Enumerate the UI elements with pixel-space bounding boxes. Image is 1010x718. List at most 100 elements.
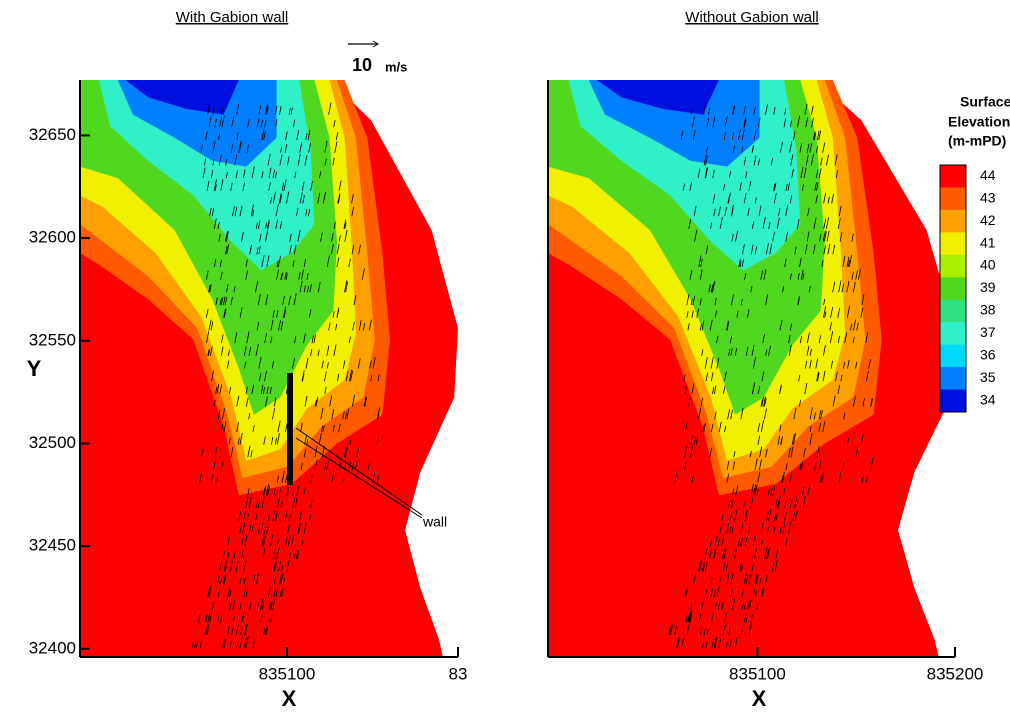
velocity-vector	[798, 399, 802, 407]
velocity-vector	[350, 370, 354, 382]
velocity-vector	[279, 221, 283, 229]
velocity-vector	[295, 550, 299, 559]
velocity-vector	[734, 348, 738, 356]
velocity-vector	[276, 269, 279, 280]
velocity-vector	[750, 244, 754, 255]
velocity-vector	[257, 499, 261, 509]
velocity-vector	[830, 307, 834, 318]
velocity-vector	[239, 205, 243, 217]
velocity-vector	[206, 331, 210, 344]
velocity-vector	[726, 473, 730, 483]
velocity-vector	[754, 197, 757, 204]
velocity-vector	[273, 397, 277, 407]
velocity-vector	[351, 462, 355, 471]
velocity-vector	[200, 144, 203, 153]
velocity-vector	[344, 446, 348, 458]
velocity-vector	[826, 154, 829, 166]
velocity-vector	[213, 258, 217, 268]
velocity-vector	[301, 269, 304, 280]
velocity-vector	[732, 145, 735, 153]
velocity-vector	[314, 445, 318, 458]
velocity-vector	[274, 561, 277, 572]
velocity-vector	[247, 445, 251, 458]
vector-scale-unit: m/s	[385, 59, 407, 74]
velocity-vector	[743, 193, 747, 204]
velocity-vector	[270, 196, 273, 204]
velocity-vector	[754, 484, 758, 496]
velocity-vector	[284, 509, 289, 521]
velocity-vector	[220, 346, 224, 356]
velocity-vector	[698, 255, 702, 268]
velocity-vector	[773, 526, 776, 534]
velocity-vector	[310, 475, 313, 483]
velocity-vector	[723, 183, 726, 191]
velocity-vector	[701, 561, 705, 572]
velocity-vector	[243, 510, 246, 521]
velocity-vector	[764, 547, 768, 559]
velocity-vector	[799, 143, 803, 153]
velocity-vector	[246, 513, 249, 521]
velocity-vector	[356, 447, 359, 458]
velocity-vector	[213, 399, 216, 407]
velocity-vector	[321, 425, 324, 433]
velocity-vector	[761, 371, 765, 382]
velocity-vector	[239, 602, 242, 610]
velocity-vector	[223, 308, 227, 318]
colorbar-swatch	[940, 232, 966, 256]
velocity-vector	[221, 115, 225, 128]
velocity-vector	[712, 194, 716, 204]
velocity-vector	[731, 524, 734, 534]
colorbar-swatch	[940, 299, 966, 323]
velocity-vector	[275, 513, 278, 521]
velocity-vector	[274, 105, 278, 115]
velocity-vector	[842, 361, 846, 369]
velocity-vector	[305, 357, 309, 369]
velocity-vector	[345, 370, 349, 382]
velocity-vector	[706, 117, 710, 128]
velocity-vector	[293, 244, 297, 255]
velocity-vector	[816, 130, 820, 141]
velocity-vector	[700, 258, 703, 268]
velocity-vector	[769, 244, 773, 255]
velocity-vector	[724, 206, 727, 217]
velocity-vector	[281, 182, 285, 191]
velocity-vector	[255, 343, 259, 356]
x-tick-label: 83	[449, 664, 468, 683]
velocity-vector	[740, 537, 743, 547]
velocity-vector	[222, 296, 226, 306]
velocity-vector	[367, 461, 371, 471]
velocity-vector	[351, 207, 355, 217]
velocity-vector	[258, 356, 262, 369]
velocity-vector	[235, 170, 238, 179]
velocity-vector	[850, 323, 853, 331]
velocity-vector	[847, 260, 850, 268]
velocity-vector	[732, 106, 736, 115]
velocity-vector	[704, 547, 708, 559]
velocity-vector	[815, 358, 819, 369]
velocity-vector	[731, 208, 734, 217]
velocity-vector	[339, 459, 342, 471]
velocity-vector	[757, 385, 761, 394]
velocity-vector	[295, 207, 299, 217]
velocity-vector	[267, 511, 271, 521]
velocity-vector	[809, 433, 813, 445]
x-axis-label: X	[752, 686, 767, 711]
velocity-vector	[292, 497, 296, 509]
velocity-vector	[227, 586, 231, 598]
velocity-vector	[272, 551, 275, 559]
velocity-vector	[723, 548, 727, 559]
velocity-vector	[747, 599, 751, 610]
velocity-vector	[376, 475, 380, 483]
velocity-vector	[263, 486, 267, 496]
velocity-vector	[806, 231, 810, 242]
velocity-vector	[668, 625, 672, 636]
velocity-vector	[761, 539, 764, 547]
velocity-vector	[847, 359, 850, 369]
velocity-vector	[252, 640, 255, 648]
velocity-vector	[205, 308, 209, 318]
velocity-vector	[838, 205, 842, 217]
velocity-vector	[303, 449, 307, 458]
velocity-vector	[261, 171, 264, 179]
velocity-vector	[767, 486, 771, 496]
velocity-vector	[284, 143, 288, 153]
